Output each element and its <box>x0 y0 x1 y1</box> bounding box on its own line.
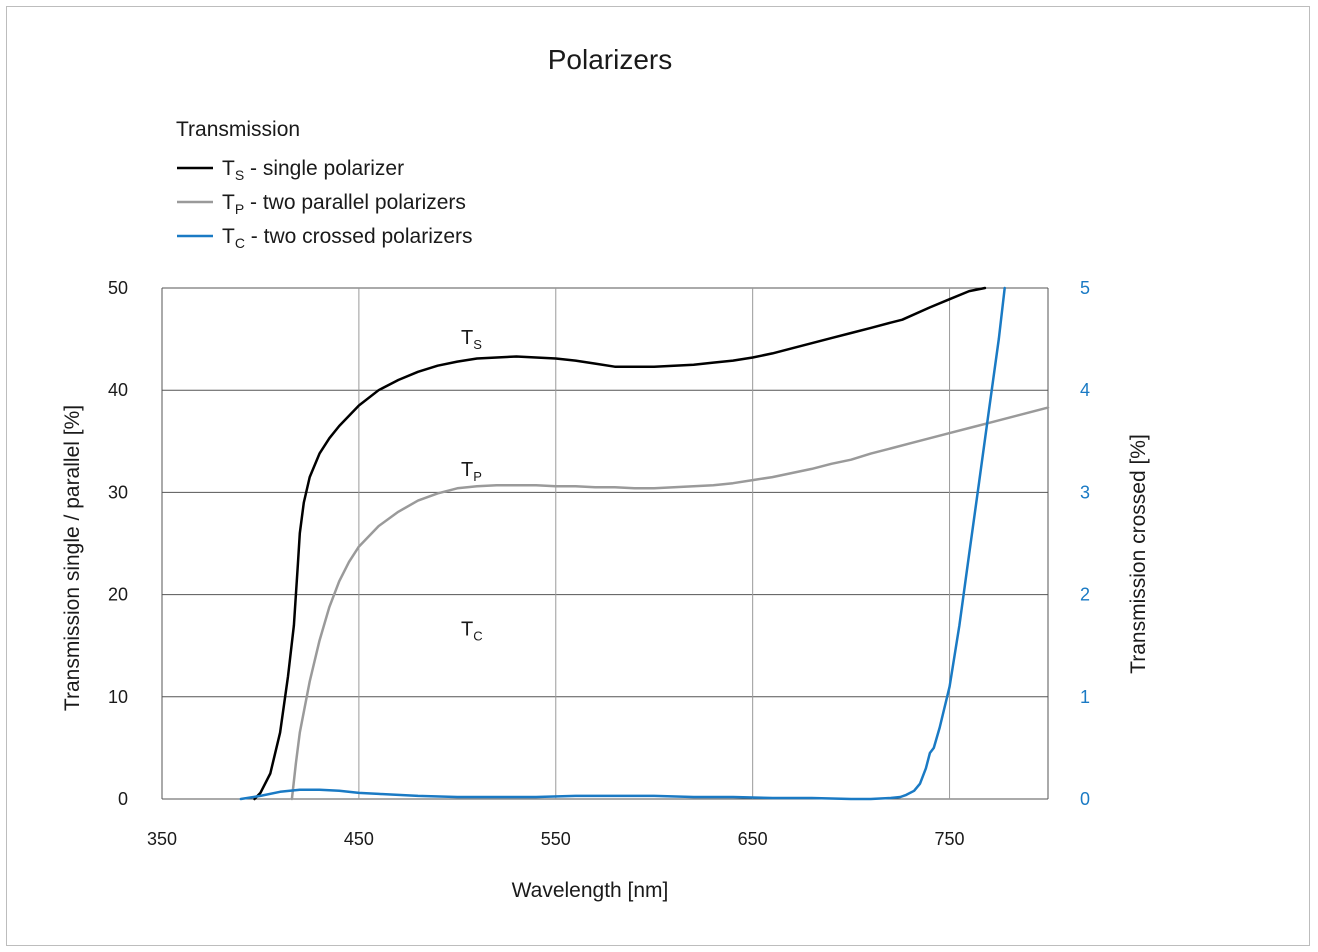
y-axis-left-label: Transmission single / parallel [%] <box>61 405 84 711</box>
chart-title: Polarizers <box>548 44 672 75</box>
curve-label-s: TS <box>461 327 482 352</box>
legend-label-sub: P <box>235 201 244 217</box>
grid <box>161 287 1049 800</box>
series-lines <box>239 286 1050 801</box>
x-tick-label: 750 <box>935 829 965 849</box>
legend-label-main: T <box>222 157 235 180</box>
svg-text:TP - two parallel polarizers: TP - two parallel polarizers <box>222 191 466 217</box>
legend-entry-crossed: TC - two crossed polarizers <box>177 225 473 251</box>
curve-labels: TS TP TC <box>461 327 483 643</box>
x-tick-label: 550 <box>541 829 571 849</box>
svg-text:TS - single polarizer: TS - single polarizer <box>222 157 404 183</box>
legend-label-main: T <box>222 225 235 248</box>
curve-label-c: TC <box>461 618 483 643</box>
y-right-tick-label: 1 <box>1080 687 1090 707</box>
legend-label-sub: C <box>235 235 245 251</box>
y-left-tick-label: 50 <box>108 278 128 298</box>
legend-label-rest: - single polarizer <box>244 157 404 180</box>
legend-entry-single: TS - single polarizer <box>177 157 404 183</box>
svg-text:TC - two crossed polarizers: TC - two crossed polarizers <box>222 225 473 251</box>
y-left-tick-label: 20 <box>108 585 128 605</box>
y-left-tick-label: 0 <box>118 789 128 809</box>
y-right-tick-label: 3 <box>1080 482 1090 502</box>
legend-label-sub: S <box>235 167 244 183</box>
y-right-tick-label: 4 <box>1080 380 1090 400</box>
legend-label-main: T <box>222 191 235 214</box>
curve-label-p: TP <box>461 459 482 484</box>
x-tick-label: 350 <box>147 829 177 849</box>
y-left-tick-label: 30 <box>108 482 128 502</box>
legend-entry-parallel: TP - two parallel polarizers <box>177 191 466 217</box>
y-right-tick-label: 5 <box>1080 278 1090 298</box>
legend-label-rest: - two crossed polarizers <box>245 225 473 248</box>
x-tick-label: 650 <box>738 829 768 849</box>
series-line-s <box>253 286 987 801</box>
tick-labels: 350 450 550 650 750 0 10 20 30 40 50 0 1 2 3 4 5 <box>108 278 1090 849</box>
y-left-tick-label: 40 <box>108 380 128 400</box>
x-tick-label: 450 <box>344 829 374 849</box>
y-left-tick-label: 10 <box>108 687 128 707</box>
series-line-p <box>290 406 1050 801</box>
x-axis-label: Wavelength [nm] <box>512 879 669 902</box>
y-right-tick-label: 2 <box>1080 585 1090 605</box>
y-axis-right-label: Transmission crossed [%] <box>1127 434 1150 674</box>
chart-frame <box>6 6 1310 946</box>
legend: TS - single polarizer TP - two parallel … <box>177 157 473 251</box>
legend-label-rest: - two parallel polarizers <box>244 191 466 214</box>
y-right-tick-label: 0 <box>1080 789 1090 809</box>
series-line-c <box>239 286 1006 801</box>
legend-title: Transmission <box>176 118 300 141</box>
